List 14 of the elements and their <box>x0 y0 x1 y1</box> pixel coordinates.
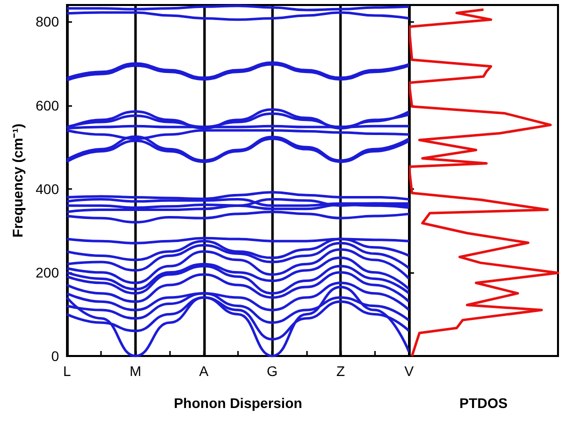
x-tick-label: Z <box>336 363 346 379</box>
y-tick-label: 200 <box>36 264 60 280</box>
y-tick-label: 400 <box>36 180 60 197</box>
x-tick-label: G <box>266 363 278 379</box>
y-tick-label: 600 <box>36 97 60 114</box>
x-tick-label: M <box>130 363 142 379</box>
y-tick-label: 800 <box>36 14 60 30</box>
y-tick-label: 0 <box>51 348 60 364</box>
x-tick-label: A <box>199 363 210 379</box>
x-axis-title: PTDOS <box>459 395 508 411</box>
x-tick-label: V <box>404 363 414 379</box>
y-axis-title: Frequency (cm⁻¹) <box>10 124 26 238</box>
x-axis-title: Phonon Dispersion <box>174 395 302 411</box>
x-tick-label: L <box>63 363 72 379</box>
